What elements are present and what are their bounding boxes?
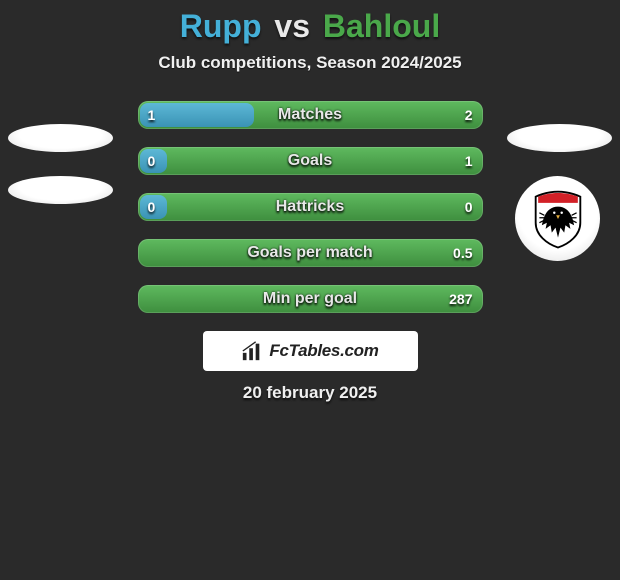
title-player2: Bahloul	[323, 8, 440, 44]
row-label: Goals	[138, 147, 483, 175]
subtitle: Club competitions, Season 2024/2025	[0, 53, 620, 73]
fctables-logo[interactable]: FcTables.com	[203, 331, 418, 371]
row-value-left: 1	[148, 101, 156, 129]
row-value-left: 0	[148, 147, 156, 175]
comparison-row: Hattricks0 0	[138, 193, 483, 221]
date: 20 february 2025	[0, 383, 620, 403]
comparison-row: Min per goal287	[138, 285, 483, 313]
comparison-row: Matches1 2	[138, 101, 483, 129]
comparison-rows: Matches12Goals01Hattricks00Goals per mat…	[138, 101, 483, 313]
title-vs: vs	[274, 8, 310, 44]
row-value-right: 287	[449, 285, 472, 313]
player2-club-crest	[515, 176, 600, 261]
player2-badge-placeholder	[507, 124, 612, 152]
row-value-right: 0.5	[453, 239, 472, 267]
comparison-row: Goals per match0.5	[138, 239, 483, 267]
player1-badge-placeholder-2	[8, 176, 113, 204]
bar-chart-icon	[241, 340, 263, 362]
row-value-right: 2	[465, 101, 473, 129]
fc-aarau-crest-icon	[527, 188, 589, 250]
row-value-right: 1	[465, 147, 473, 175]
row-label: Goals per match	[138, 239, 483, 267]
row-label: Matches	[138, 101, 483, 129]
comparison-row: Goals0 1	[138, 147, 483, 175]
row-label: Min per goal	[138, 285, 483, 313]
row-value-left: 0	[148, 193, 156, 221]
title-player1: Rupp	[180, 8, 262, 44]
logo-text: FcTables.com	[269, 341, 378, 361]
player1-badge-placeholder-1	[8, 124, 113, 152]
title: Rupp vs Bahloul	[0, 8, 620, 45]
widget-container: Rupp vs Bahloul Club competitions, Seaso…	[0, 0, 620, 440]
row-value-right: 0	[465, 193, 473, 221]
row-label: Hattricks	[138, 193, 483, 221]
